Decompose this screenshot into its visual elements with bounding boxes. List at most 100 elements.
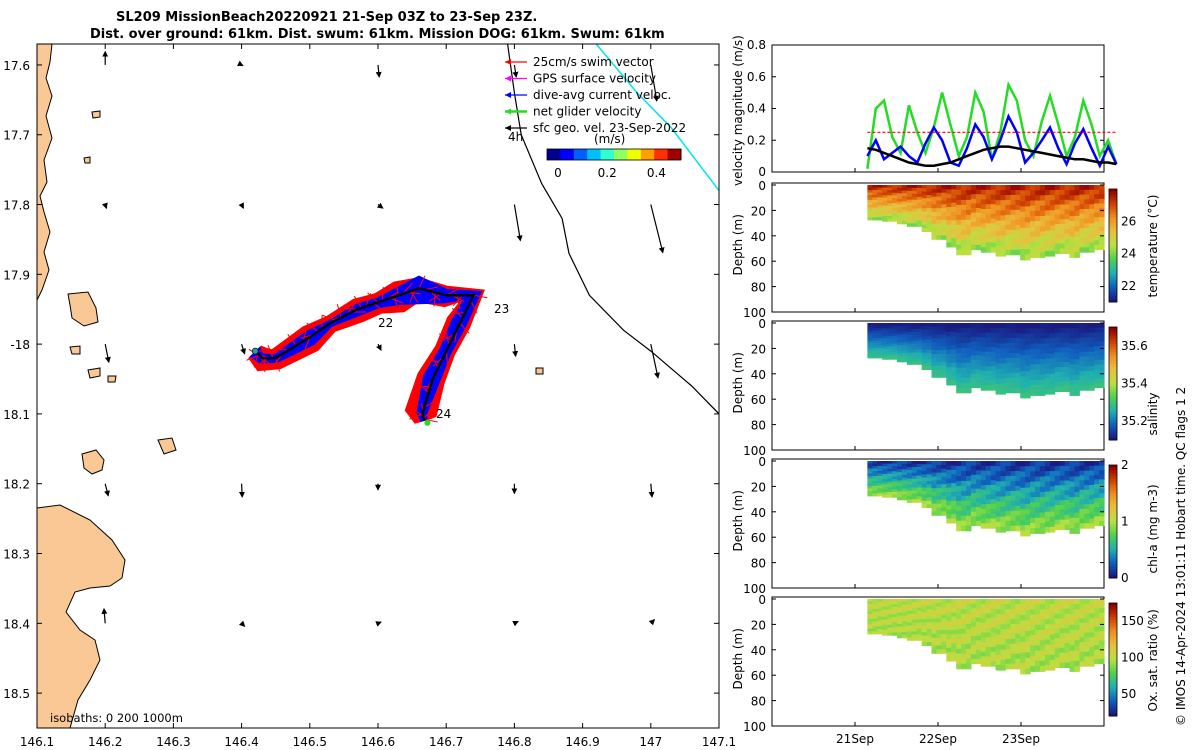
section-cell bbox=[951, 380, 957, 386]
section-cell bbox=[951, 354, 957, 359]
section-cell bbox=[936, 492, 942, 497]
section-cell bbox=[901, 463, 908, 468]
section-cell bbox=[1044, 220, 1051, 227]
section-cell bbox=[1010, 190, 1016, 196]
section-cell bbox=[946, 371, 952, 377]
section-cell bbox=[926, 599, 933, 603]
section-cell bbox=[1049, 373, 1056, 380]
section-cell bbox=[936, 630, 942, 635]
section-cell bbox=[975, 327, 982, 333]
section-cell bbox=[887, 328, 893, 332]
section-cell bbox=[911, 610, 918, 615]
section-cell bbox=[941, 188, 947, 194]
map-colorbar-cell bbox=[667, 149, 682, 160]
section-cell bbox=[867, 613, 873, 617]
section-cell bbox=[1084, 618, 1090, 624]
island-8 bbox=[107, 375, 117, 383]
section-cell bbox=[1010, 382, 1016, 389]
section-cell bbox=[966, 214, 972, 221]
section-cell bbox=[897, 345, 903, 349]
section-cell bbox=[882, 195, 888, 199]
section-cell bbox=[970, 212, 977, 218]
section-cell bbox=[1064, 633, 1071, 639]
section-cell bbox=[1030, 252, 1036, 258]
section-cell bbox=[1035, 384, 1041, 391]
section-cell bbox=[926, 333, 933, 337]
section-cell bbox=[966, 362, 972, 369]
section-cell bbox=[970, 231, 977, 237]
section-cell bbox=[936, 484, 942, 489]
section-cell bbox=[1025, 254, 1031, 261]
section-cell bbox=[1005, 249, 1011, 256]
section-cell bbox=[1035, 369, 1041, 376]
section-cell bbox=[985, 199, 992, 205]
section-cell bbox=[1049, 491, 1056, 498]
section-cell bbox=[911, 334, 918, 339]
section-cell bbox=[901, 204, 908, 208]
section-cell bbox=[877, 190, 883, 194]
lon-tick-label: 146.5 bbox=[293, 735, 327, 749]
section-cell bbox=[970, 240, 977, 246]
section-colorbar-cell bbox=[1109, 490, 1117, 494]
section-cell bbox=[882, 208, 888, 212]
section-cell bbox=[995, 644, 1002, 651]
geo-velocity-arrow bbox=[238, 202, 244, 210]
section-cell bbox=[956, 377, 962, 384]
section-cell bbox=[1094, 502, 1100, 508]
section-cell bbox=[1015, 333, 1021, 339]
section-cell bbox=[1079, 637, 1085, 643]
section-cell bbox=[1089, 603, 1095, 610]
section-cell bbox=[1059, 603, 1066, 610]
section-cell bbox=[1089, 632, 1095, 638]
section-cell bbox=[1059, 248, 1066, 254]
legend-label: 25cm/s swim vector bbox=[533, 55, 654, 69]
section-cell bbox=[882, 218, 888, 222]
section-cell bbox=[990, 651, 997, 658]
section-cell bbox=[901, 328, 908, 332]
section-cell bbox=[970, 461, 977, 467]
section-cell bbox=[990, 209, 997, 215]
section-cell bbox=[941, 208, 947, 213]
section-cell bbox=[956, 249, 962, 256]
geo-velocity-arrow bbox=[512, 64, 519, 78]
section-cell bbox=[872, 461, 878, 465]
section-cell bbox=[1035, 226, 1041, 233]
section-cell bbox=[1064, 243, 1071, 250]
section-cell bbox=[1094, 212, 1100, 218]
section-cell bbox=[931, 480, 937, 485]
section-cell bbox=[921, 461, 928, 465]
section-cell bbox=[921, 494, 928, 499]
section-cell bbox=[1094, 520, 1100, 527]
section-cell bbox=[867, 488, 873, 492]
section-colorbar-cell bbox=[1109, 496, 1117, 500]
section-colorbar-cell bbox=[1109, 679, 1117, 683]
section-cell bbox=[1035, 599, 1041, 605]
section-cell bbox=[975, 479, 982, 485]
section-cell bbox=[995, 486, 1002, 492]
section-cell bbox=[1039, 246, 1046, 253]
section-cell bbox=[1084, 504, 1090, 510]
section-cell bbox=[951, 509, 957, 515]
section-cell bbox=[966, 623, 972, 630]
section-cell bbox=[926, 188, 933, 193]
section-cell bbox=[897, 618, 903, 622]
section-cell bbox=[1099, 382, 1105, 389]
section-cell bbox=[892, 213, 898, 217]
section-cell bbox=[1069, 226, 1075, 233]
section-cell bbox=[1015, 638, 1021, 645]
section-cell bbox=[990, 375, 997, 382]
section-cell bbox=[941, 630, 947, 635]
section-cell bbox=[916, 211, 923, 215]
section-cell bbox=[985, 523, 992, 529]
section-cell bbox=[1059, 229, 1066, 235]
section-cell bbox=[1020, 211, 1026, 218]
section-cell bbox=[970, 474, 977, 480]
section-cell bbox=[887, 218, 893, 222]
section-cell bbox=[1049, 323, 1056, 329]
section-cell bbox=[921, 618, 928, 623]
section-cell bbox=[1049, 629, 1056, 636]
section-cell bbox=[1079, 218, 1085, 224]
section-cell bbox=[980, 247, 987, 253]
section-cell bbox=[931, 334, 937, 340]
section-cell bbox=[906, 220, 913, 224]
